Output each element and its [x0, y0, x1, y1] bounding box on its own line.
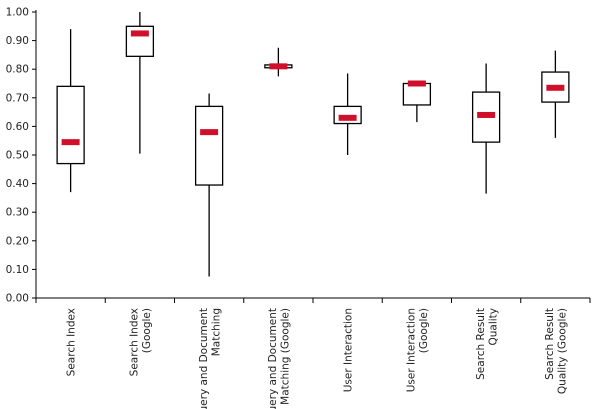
x-category-label-line: User Interaction	[343, 308, 355, 392]
x-category-label-line: Search Index	[129, 308, 141, 376]
y-tick-label: 0.50	[6, 150, 29, 162]
y-tick-label: 0.80	[6, 64, 29, 76]
y-tick-label: 0.40	[6, 178, 29, 190]
box-group	[471, 63, 501, 194]
y-tick-label: 0.20	[6, 235, 29, 247]
y-axis-ticks: 0.00 0.10 0.20 0.30 0.40 0.50 0.60 0.70 0.80 0.90…	[6, 7, 36, 305]
median-marker	[130, 30, 149, 37]
x-category-label: User Interaction	[343, 308, 355, 392]
x-category-label-line: Quality (Google)	[557, 308, 569, 394]
box-group	[56, 29, 85, 193]
y-tick-label: 0.90	[6, 35, 29, 47]
x-category-label-line: Search Result	[544, 308, 556, 380]
x-category-label: Search ResultQuality	[475, 308, 500, 380]
y-tick-label: 0.70	[6, 92, 29, 104]
x-category-label: Query and DocumentMatching	[198, 308, 223, 409]
iqr-box	[56, 85, 85, 165]
median-marker	[61, 139, 80, 146]
x-category-label: Search Index	[66, 308, 78, 376]
y-tick-label: 0.00	[6, 293, 29, 305]
median-marker	[269, 63, 288, 70]
y-tick-label: 0.10	[6, 264, 29, 276]
median-marker	[477, 111, 496, 118]
median-marker	[407, 80, 426, 87]
y-tick-label: 1.00	[6, 7, 29, 19]
iqr-box	[194, 105, 224, 186]
y-tick-label: 0.30	[6, 207, 29, 219]
box-group	[125, 12, 155, 154]
x-category-label-line: Search Result	[475, 308, 487, 380]
box-group	[264, 47, 293, 77]
x-category-label-line: (Google)	[141, 308, 153, 353]
axes	[35, 10, 591, 303]
box-group	[402, 80, 432, 123]
x-category-label: Search ResultQuality (Google)	[544, 308, 569, 394]
x-category-label-line: User Interaction	[406, 308, 418, 392]
x-category-label-line: (Google)	[418, 308, 430, 353]
x-category-label-line: Quality	[487, 308, 499, 346]
y-tick-label: 0.60	[6, 121, 29, 133]
box-group	[541, 50, 570, 138]
box-series	[56, 12, 570, 277]
box-group	[194, 93, 224, 277]
median-marker	[338, 114, 357, 121]
iqr-box	[402, 82, 432, 106]
x-category-label-line: Matching	[210, 308, 222, 356]
x-axis-category-labels: Search Index Search Index(Google) Query an…	[66, 308, 569, 409]
x-category-label-line: Query and Document	[198, 308, 210, 409]
x-category-label: Search Index(Google)	[129, 308, 154, 376]
x-category-label-line: Search Index	[66, 308, 78, 376]
x-category-label-line: Matching (Google)	[280, 308, 292, 405]
x-category-label-line: Query and Document	[267, 308, 279, 409]
median-marker	[546, 84, 565, 91]
x-category-label: User Interaction(Google)	[406, 308, 431, 392]
median-marker	[200, 129, 219, 136]
box-group	[333, 73, 362, 155]
x-category-label: Query and DocumentMatching (Google)	[267, 308, 292, 409]
